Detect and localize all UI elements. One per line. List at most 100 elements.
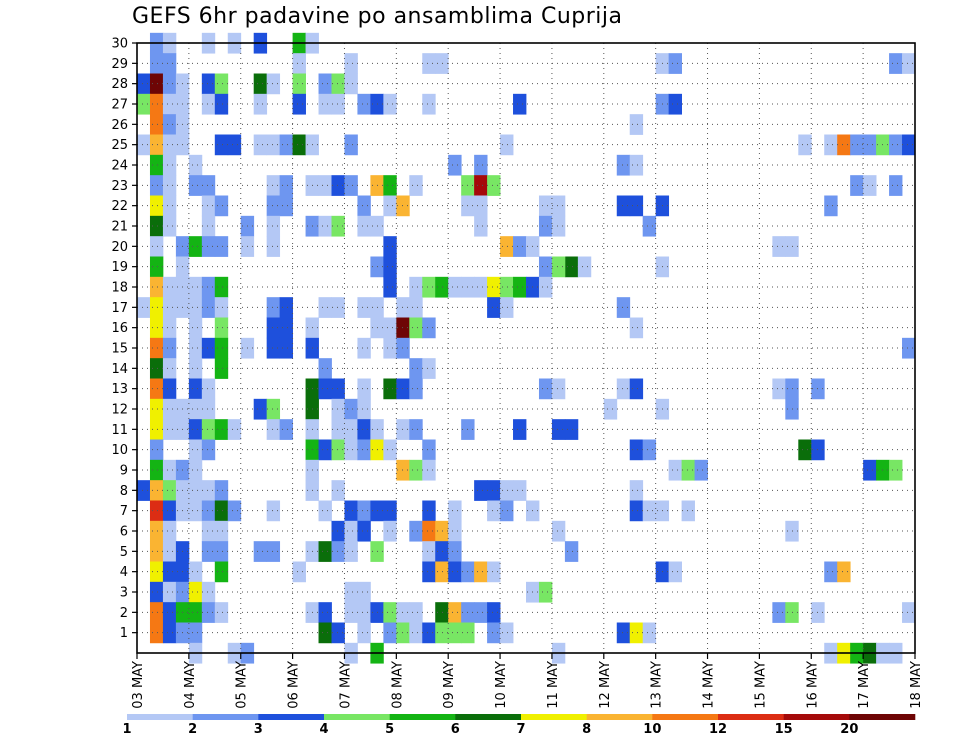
heat-cell [201, 215, 216, 237]
colorbar-label: 15 [775, 722, 793, 737]
heat-cell [642, 500, 657, 522]
heat-cell [162, 53, 177, 74]
heat-cell [149, 195, 164, 217]
heat-cell [227, 134, 242, 156]
heat-cell [162, 419, 177, 440]
heat-cell [318, 439, 332, 461]
heat-cell [162, 622, 177, 644]
heat-cell [137, 93, 151, 115]
heat-cell [266, 215, 281, 237]
heat-cell [422, 459, 436, 481]
heat-cell [616, 195, 631, 217]
heat-cell [474, 195, 488, 217]
heat-cell [266, 317, 281, 339]
heat-cell [162, 337, 177, 359]
heat-cell [292, 53, 306, 74]
heat-cell [409, 175, 423, 196]
heat-cell [409, 520, 423, 542]
heat-cell [409, 622, 423, 644]
heat-cell [383, 500, 397, 522]
heat-cell [383, 622, 397, 644]
heat-cell [448, 541, 462, 562]
heat-cell [188, 398, 203, 420]
y-tick-label: 21 [111, 220, 128, 235]
heat-cell [487, 480, 501, 501]
heat-cell [188, 378, 203, 400]
heat-cell [318, 602, 332, 623]
heat-cell [331, 297, 345, 318]
heat-cell [253, 93, 268, 115]
heat-cell [137, 73, 151, 95]
heat-cell [824, 195, 838, 217]
heat-cell [162, 297, 177, 318]
heat-cell [422, 520, 436, 542]
heat-cell [266, 500, 281, 522]
heat-cell [149, 480, 164, 501]
y-tick-label: 11 [111, 423, 128, 438]
heat-cell [279, 317, 293, 339]
x-tick-label: 10 MAY [494, 661, 509, 709]
heat-cell [538, 581, 553, 603]
x-tick-label: 12 MAY [598, 661, 613, 709]
colorbar-swatch [783, 714, 850, 720]
heat-cell [149, 561, 164, 583]
heat-cell [902, 53, 916, 74]
y-tick-label: 1 [120, 626, 128, 641]
heat-cell [668, 459, 682, 481]
heat-cell [331, 541, 345, 562]
heat-cell [629, 154, 644, 176]
heat-cell [149, 114, 164, 135]
heat-cell [162, 480, 177, 501]
heat-cell [435, 276, 449, 298]
heat-cell [149, 236, 164, 257]
heat-cell [201, 439, 216, 461]
y-tick-label: 7 [120, 504, 128, 519]
heat-cell [149, 297, 164, 318]
heat-cell [318, 622, 332, 644]
y-tick-label: 10 [111, 443, 128, 458]
heat-cell [577, 256, 592, 278]
heat-cell [344, 439, 358, 461]
heat-cell [331, 93, 345, 115]
heat-cell [409, 276, 423, 298]
heat-cell [357, 439, 371, 461]
heat-cell [422, 541, 436, 562]
heat-cell [331, 73, 345, 95]
heat-cell [435, 602, 449, 623]
y-tick-label: 16 [111, 321, 128, 336]
heat-cell [162, 73, 177, 95]
heat-cell [331, 215, 345, 237]
heat-cell [409, 317, 423, 339]
heat-cell [149, 215, 164, 237]
y-tick-label: 28 [111, 77, 128, 92]
heat-cell [551, 195, 566, 217]
heat-cell [396, 602, 410, 623]
heat-cell [474, 175, 488, 196]
heat-cell [357, 195, 371, 217]
y-tick-label: 29 [111, 57, 128, 72]
heat-cell [551, 215, 566, 237]
y-tick-label: 4 [120, 565, 128, 580]
heat-cell [266, 337, 281, 359]
heat-cell [772, 378, 786, 400]
heat-cell [188, 480, 203, 501]
heat-cell [396, 622, 410, 644]
heat-cell [214, 419, 229, 440]
heat-cell [642, 439, 657, 461]
heat-cell [629, 622, 644, 644]
x-tick-label: 15 MAY [753, 661, 768, 709]
heat-cell [383, 175, 397, 196]
heat-cell [214, 541, 229, 562]
y-tick-label: 15 [111, 342, 128, 357]
heat-cell [409, 459, 423, 481]
heat-cell [798, 439, 812, 461]
y-tick-label: 8 [120, 484, 128, 499]
heat-cell [383, 256, 397, 278]
heat-cell [902, 134, 916, 156]
heat-cell [344, 541, 358, 562]
heat-cell [214, 195, 229, 217]
heat-cell [409, 297, 423, 318]
heat-cell [798, 134, 812, 156]
heat-cell [344, 581, 358, 603]
heat-cell [422, 561, 436, 583]
